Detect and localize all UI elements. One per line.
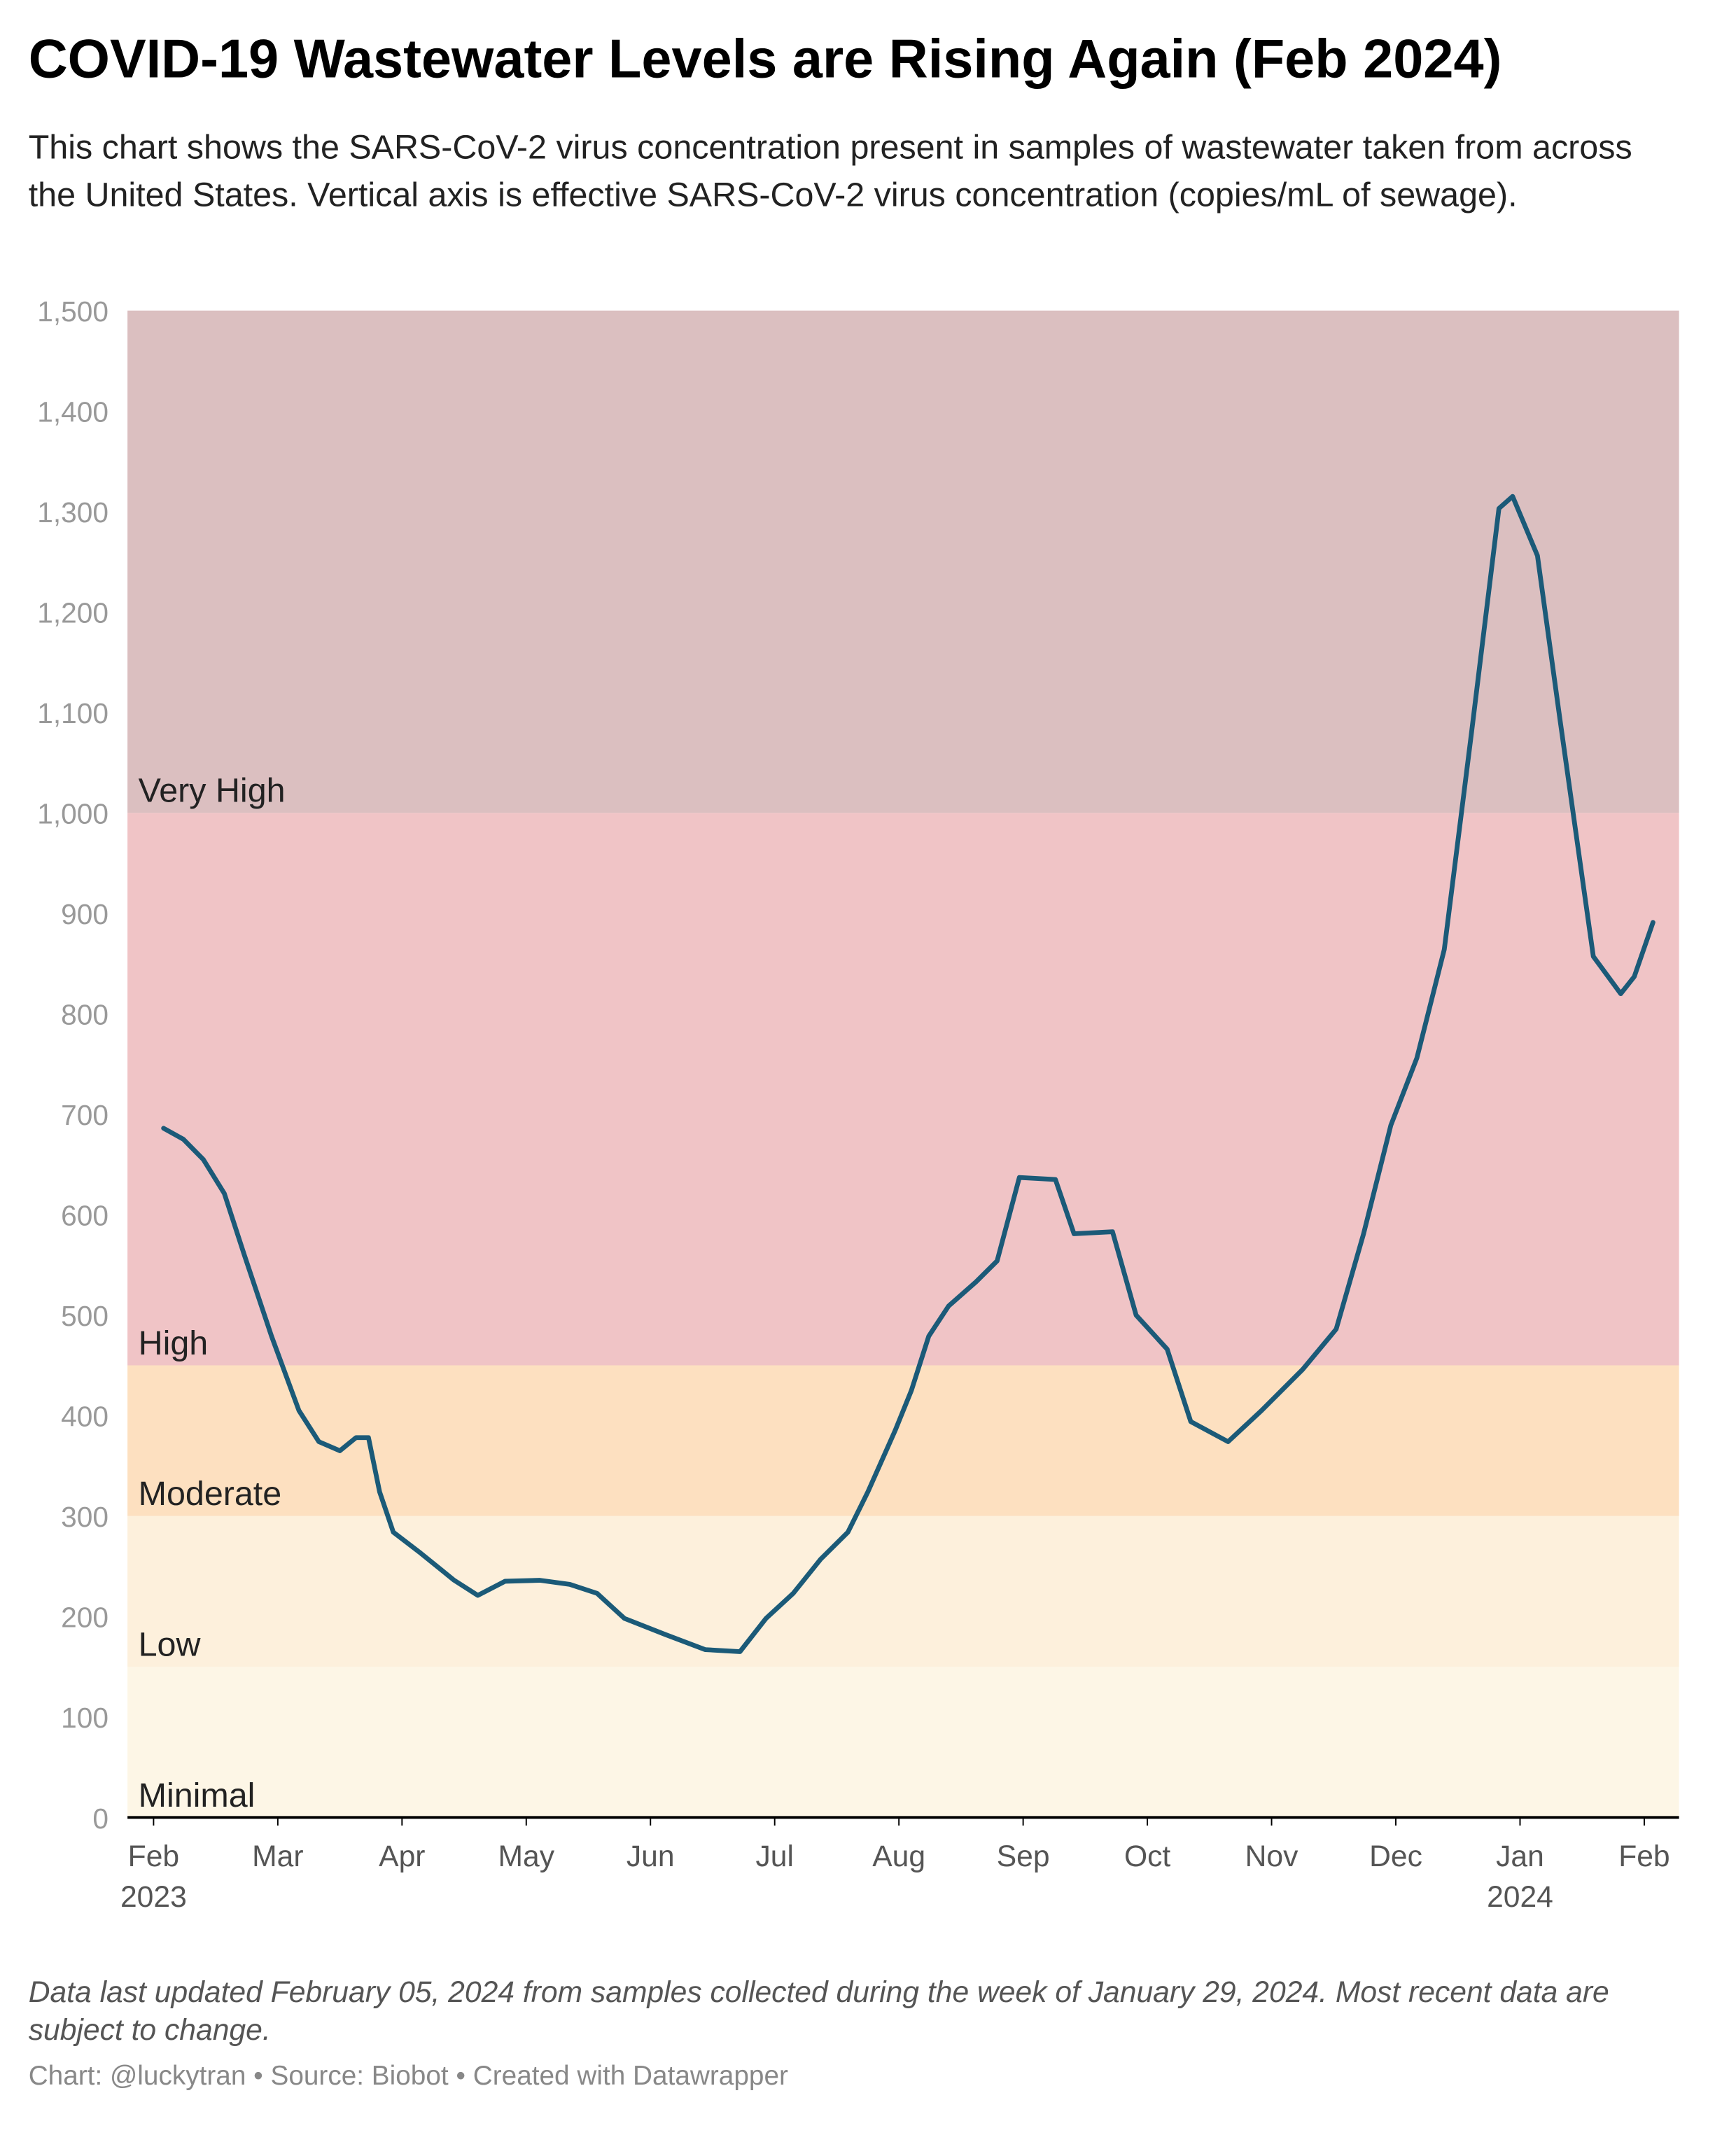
x-tick-label: Aug: [872, 1840, 925, 1873]
band-label: Low: [139, 1625, 202, 1663]
x-tick-label: Apr: [379, 1840, 425, 1873]
band: [127, 1365, 1679, 1516]
x-tick-label: Feb 2023: [120, 1840, 187, 1914]
y-tick-label: 600: [61, 1200, 108, 1232]
y-tick-label: 800: [61, 999, 108, 1031]
band-label: High: [139, 1324, 209, 1362]
x-tick-label: Jul: [755, 1840, 793, 1873]
y-tick-label: 400: [61, 1401, 108, 1433]
band-label: Moderate: [139, 1475, 282, 1513]
y-tick-label: 1,200: [37, 597, 108, 629]
y-tick-label: 1,500: [37, 295, 108, 328]
line: [161, 493, 1656, 1654]
x-tick-label: Feb: [1618, 1840, 1670, 1873]
y-tick-label: 900: [61, 898, 108, 930]
band: [127, 310, 1679, 813]
x-tick-label: Jun: [626, 1840, 675, 1873]
band-label: Minimal: [139, 1777, 255, 1814]
title: COVID-19 Wastewater Levels are Rising Ag…: [28, 29, 1502, 90]
credit: Chart: @luckytran • Source: Biobot • Cre…: [28, 2062, 788, 2092]
x-tick-label: Mar: [252, 1840, 303, 1873]
x-tick-label: Oct: [1124, 1840, 1170, 1873]
y-tick-label: 300: [61, 1501, 108, 1533]
y-tick-label: 1,000: [37, 798, 108, 830]
y-tick-label: 200: [61, 1602, 108, 1634]
band: [127, 813, 1679, 1366]
x-tick-label: Sep: [997, 1840, 1050, 1873]
y-tick-label: 1,100: [37, 697, 108, 729]
band: [127, 1516, 1679, 1667]
x-tick-label: Jan 2024: [1487, 1840, 1553, 1914]
subtitle: This chart shows the SARS-CoV-2 virus co…: [28, 129, 1632, 215]
y-tick-label: 1,300: [37, 496, 108, 528]
band-label: Very High: [139, 772, 286, 810]
y-tick-label: 500: [61, 1300, 108, 1332]
band: [127, 1666, 1679, 1818]
y-tick-label: 700: [61, 1099, 108, 1131]
y-tick-label: 1,400: [37, 396, 108, 428]
y-tick-label: 100: [61, 1702, 108, 1734]
x-tick-label: Dec: [1369, 1840, 1422, 1873]
x-tick-label: May: [498, 1840, 555, 1873]
notes: Data last updated February 05, 2024 from…: [28, 1975, 1609, 2047]
x-tick-label: Nov: [1245, 1840, 1298, 1873]
y-tick-label: 0: [92, 1802, 108, 1835]
